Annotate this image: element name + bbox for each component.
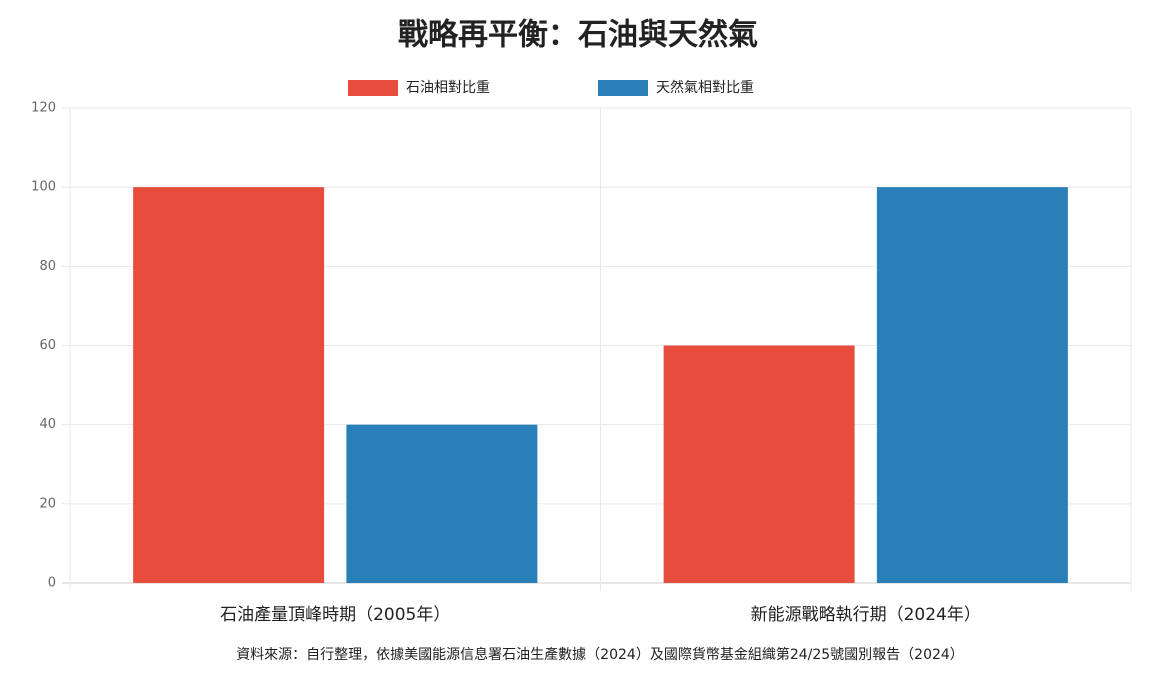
legend-label: 天然氣相對比重	[656, 79, 754, 96]
bar	[346, 424, 538, 583]
y-tick-label: 40	[39, 417, 56, 432]
y-tick-label: 20	[39, 496, 56, 511]
legend-swatch	[598, 80, 648, 96]
chart-title: 戰略再平衡：石油與天然氣	[398, 18, 758, 53]
x-tick-label: 石油產量頂峰時期（2005年）	[220, 605, 450, 625]
source-note: 資料來源：自行整理，依據美國能源信息署石油生產數據（2024）及國際貨幣基金組織…	[236, 646, 964, 663]
y-tick-label: 80	[39, 259, 56, 274]
x-tick-label: 新能源戰略執行期（2024年）	[751, 605, 981, 625]
bar	[133, 187, 325, 583]
bar	[663, 345, 855, 583]
legend-label: 石油相對比重	[406, 80, 490, 96]
y-tick-label: 0	[48, 576, 56, 591]
y-tick-label: 120	[31, 101, 56, 116]
legend-swatch	[348, 80, 398, 96]
y-tick-label: 60	[39, 338, 56, 353]
bar	[876, 187, 1068, 583]
y-tick-label: 100	[31, 180, 56, 195]
